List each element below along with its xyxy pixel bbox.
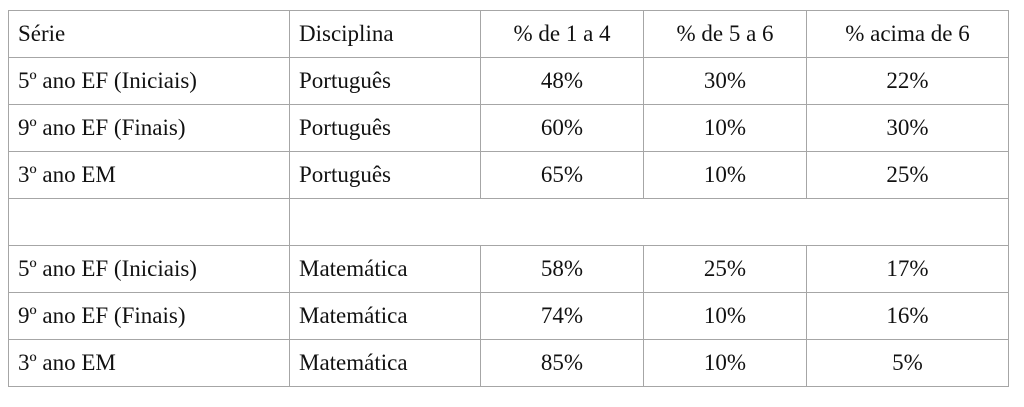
table-cell: 9º ano EF (Finais)	[8, 104, 290, 152]
table-cell: 60%	[480, 104, 644, 152]
table-cell: 58%	[480, 245, 644, 293]
header-cell: % de 1 a 4	[480, 10, 644, 58]
table-cell: Matemática	[289, 245, 481, 293]
data-row: 5º ano EF (Iniciais) Matemática 58% 25% 17%	[8, 245, 1009, 293]
table-cell: 85%	[480, 339, 644, 387]
header-cell: Disciplina	[289, 10, 481, 58]
table-body: Série Disciplina% de 1 a 4% de 5 a 6% aci…	[8, 10, 1009, 387]
table-cell: 65%	[480, 151, 644, 199]
spacer-row	[8, 198, 1009, 246]
table-cell: 22%	[806, 57, 1009, 105]
table-cell: 10%	[643, 292, 807, 340]
table-cell: 25%	[643, 245, 807, 293]
data-row: 9º ano EF (Finais) Português 60% 10% 30%	[8, 104, 1009, 152]
data-table: Série Disciplina% de 1 a 4% de 5 a 6% aci…	[8, 10, 1009, 387]
table-cell: 25%	[806, 151, 1009, 199]
table-cell: 10%	[643, 151, 807, 199]
header-cell: Série	[8, 10, 290, 58]
table-cell: Matemática	[289, 292, 481, 340]
empty-cell	[8, 198, 290, 246]
table-cell: Português	[289, 104, 481, 152]
table-cell: 48%	[480, 57, 644, 105]
table-cell: 3º ano EM	[8, 339, 290, 387]
table-cell: 5%	[806, 339, 1009, 387]
data-row: 3º ano EM Português 65% 10% 25%	[8, 151, 1009, 199]
header-cell: % de 5 a 6	[643, 10, 807, 58]
data-row: 5º ano EF (Iniciais) Português 48% 30% 22%	[8, 57, 1009, 105]
table-cell: 30%	[643, 57, 807, 105]
table-cell: Matemática	[289, 339, 481, 387]
table-cell: 10%	[643, 104, 807, 152]
table-cell: Português	[289, 57, 481, 105]
empty-cell	[289, 198, 1009, 246]
table-cell: 10%	[643, 339, 807, 387]
table-cell: 30%	[806, 104, 1009, 152]
table-cell: 5º ano EF (Iniciais)	[8, 245, 290, 293]
table-cell: 3º ano EM	[8, 151, 290, 199]
table-cell: Português	[289, 151, 481, 199]
table-cell: 16%	[806, 292, 1009, 340]
table-cell: 5º ano EF (Iniciais)	[8, 57, 290, 105]
table-cell: 74%	[480, 292, 644, 340]
table-cell: 17%	[806, 245, 1009, 293]
header-cell: % acima de 6	[806, 10, 1009, 58]
header-row: Série Disciplina% de 1 a 4% de 5 a 6% aci…	[8, 10, 1009, 58]
data-row: 9º ano EF (Finais) Matemática 74% 10% 16%	[8, 292, 1009, 340]
table-cell: 9º ano EF (Finais)	[8, 292, 290, 340]
data-row: 3º ano EM Matemática 85% 10% 5%	[8, 339, 1009, 387]
